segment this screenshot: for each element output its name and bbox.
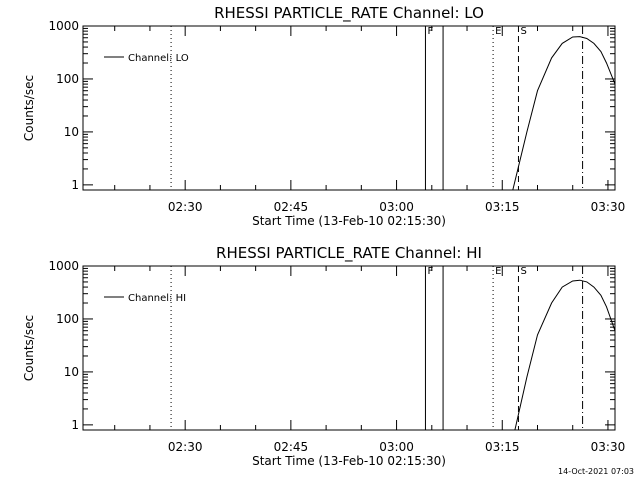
legend-label: Channel: HI <box>128 293 186 304</box>
footer-timestamp: 14-Oct-2021 07:03 <box>558 467 634 476</box>
event-marker-label: E <box>495 26 501 37</box>
y-tick-label: 100 <box>56 312 79 326</box>
y-tick-label: 1 <box>71 178 79 192</box>
x-tick-label: 02:30 <box>168 200 203 214</box>
series-line <box>512 36 615 190</box>
x-tick-label: 03:30 <box>591 200 626 214</box>
legend-label: Channel: LO <box>128 53 189 64</box>
y-tick-label: 10 <box>64 365 79 379</box>
x-tick-label: 03:30 <box>591 440 626 454</box>
x-tick-label: 03:00 <box>379 200 414 214</box>
x-tick-label: 03:15 <box>485 440 520 454</box>
x-axis-label: Start Time (13-Feb-10 02:15:30) <box>252 214 446 228</box>
y-tick-label: 100 <box>56 72 79 86</box>
y-axis-label: Counts/sec <box>22 315 36 381</box>
x-tick-label: 03:15 <box>485 200 520 214</box>
y-tick-label: 10 <box>64 125 79 139</box>
chart-panel-1: RHESSI PARTICLE_RATE Channel: LO Counts/s… <box>22 4 626 228</box>
x-tick-label: 02:45 <box>274 440 309 454</box>
plot-frame <box>82 25 616 191</box>
y-tick-label: 1 <box>71 418 79 432</box>
event-marker-label: F <box>427 26 433 37</box>
y-tick-label: 1000 <box>48 19 79 33</box>
event-marker-label: S <box>520 26 526 37</box>
x-tick-label: 02:30 <box>168 440 203 454</box>
x-tick-label: 03:00 <box>379 440 414 454</box>
series-line <box>514 279 615 430</box>
chart-panel-2: RHESSI PARTICLE_RATE Channel: HI Counts/s… <box>22 244 626 468</box>
y-tick-label: 1000 <box>48 259 79 273</box>
chart-title: RHESSI PARTICLE_RATE Channel: LO <box>214 4 484 23</box>
plot-frame <box>82 265 616 431</box>
x-axis-label: Start Time (13-Feb-10 02:15:30) <box>252 454 446 468</box>
chart-title: RHESSI PARTICLE_RATE Channel: HI <box>216 244 482 263</box>
event-marker-label: E <box>495 266 501 277</box>
event-marker-label: F <box>427 266 433 277</box>
y-axis-label: Counts/sec <box>22 75 36 141</box>
x-tick-label: 02:45 <box>274 200 309 214</box>
event-marker-label: S <box>520 266 526 277</box>
